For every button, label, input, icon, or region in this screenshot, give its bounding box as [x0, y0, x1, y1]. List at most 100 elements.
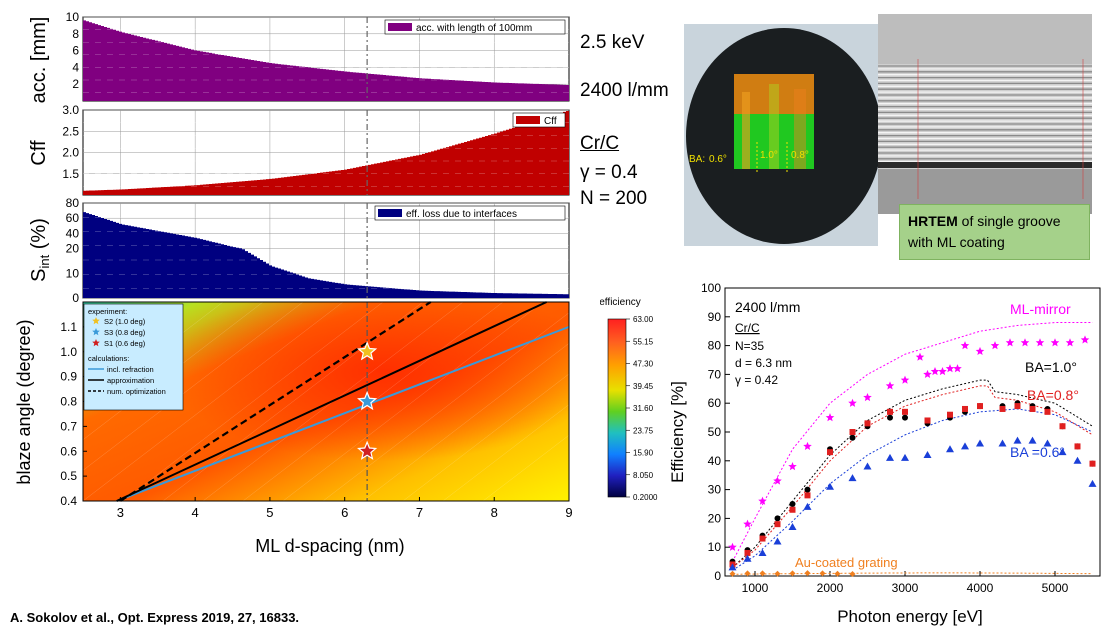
legend-box	[384, 19, 566, 35]
legend-label: acc. with length of 100mm	[416, 23, 532, 34]
ba-value-1: 0.6°	[709, 154, 727, 165]
ytick-label: 2.0	[62, 146, 79, 160]
data-point-circle	[789, 501, 796, 507]
acc-area	[83, 20, 569, 101]
data-point-star	[900, 375, 910, 384]
calc-line	[116, 301, 547, 502]
eff-info-material: Cr/C	[735, 321, 760, 335]
data-point-square	[1029, 405, 1036, 412]
data-point-triangle	[826, 482, 834, 490]
colorbar-tick-label: 47.30	[633, 360, 654, 369]
contour-line	[122, 301, 384, 502]
eff-info-n: N=35	[735, 339, 764, 353]
sint-ylabel: Sint (%)	[28, 218, 52, 282]
colorbar-tick-label: 39.45	[633, 382, 654, 391]
data-point-triangle	[848, 474, 857, 482]
citation: A. Sokolov et al., Opt. Express 2019, 27…	[10, 610, 300, 625]
data-point-star	[758, 496, 767, 505]
eff-ytick-label: 80	[708, 339, 722, 353]
data-point-star	[863, 392, 872, 402]
data-point-triangle	[803, 502, 812, 510]
data-point-circle	[774, 515, 781, 522]
colorbar: efficiency 63.00 55.15 47.30 39.45 31.60 23.7…	[600, 297, 658, 502]
legend-star	[92, 328, 100, 336]
grating-photo: BA: 0.6° 1.0° 0.8°	[684, 24, 878, 246]
blaze-xtick-label: 4	[192, 505, 199, 520]
experiment-star	[357, 440, 378, 460]
data-point-square	[902, 408, 908, 415]
legend-calc-item: approximation	[107, 376, 154, 385]
data-point-star	[743, 519, 752, 528]
data-point-triangle	[976, 439, 984, 447]
data-point-star	[825, 413, 835, 422]
eff-xtick-label: 2000	[817, 581, 844, 595]
blaze-ytick-label: 1.0	[60, 345, 77, 359]
data-point-triangle	[743, 554, 752, 562]
data-point-star	[945, 364, 955, 373]
contour-line	[162, 301, 424, 502]
blaze-chart: 0.4 0.5 0.6 0.7 0.8 0.9 1.0 1.1 3 4 5 6 7 8 9	[0, 301, 585, 520]
blaze-ytick-label: 0.5	[60, 469, 77, 483]
data-point-square	[744, 549, 751, 556]
ba-label: BA:	[689, 154, 705, 165]
acc-ylabel: acc. [mm]	[28, 17, 50, 104]
data-point-triangle	[773, 537, 782, 545]
ytick-label: 3.0	[62, 103, 79, 117]
contour-line	[322, 301, 584, 502]
ytick-label: 1.5	[62, 167, 79, 181]
contour-line	[282, 301, 544, 502]
label-au: Au-coated grating	[795, 555, 898, 570]
contour-line	[482, 422, 585, 502]
data-point-square	[1074, 443, 1081, 450]
data-point-triangle	[961, 442, 969, 450]
param-energy: 2.5 keV	[580, 32, 645, 53]
contour-line	[402, 361, 585, 502]
efficiency-chart: 0 10 20 30 40 50 60 70 80 90 100 1000 2000 3000 4000 50…	[701, 281, 1097, 595]
param-material: Cr/C	[580, 133, 620, 154]
blaze-ytick-label: 1.1	[60, 320, 77, 334]
blaze-ytick-label: 0.8	[60, 395, 77, 409]
data-point-triangle	[998, 439, 1007, 447]
hrtem-caption-bold: HRTEM	[908, 213, 958, 229]
data-point-diamond	[729, 570, 736, 577]
data-point-circle	[887, 414, 893, 421]
legend-label: eff. loss due to interfaces	[406, 209, 517, 220]
eff-ytick-label: 10	[708, 540, 722, 554]
legend-calc-item: incl. refraction	[107, 365, 154, 374]
ytick-label: 4	[72, 60, 79, 74]
ytick-label: 2.5	[62, 124, 79, 138]
blaze-xtick-label: 3	[117, 505, 124, 520]
data-point-square	[962, 405, 968, 412]
data-point-triangle	[1088, 479, 1097, 487]
data-point-square	[947, 411, 953, 418]
colorbar-tick-label: 23.75	[633, 426, 654, 435]
data-point-triangle	[923, 451, 932, 459]
blaze-xtick-label: 9	[565, 505, 572, 520]
acc-chart: 2 4 6 8 10 acc. with length of 100mm	[66, 10, 569, 101]
data-point-star	[938, 367, 947, 376]
eff-info-gamma: γ = 0.42	[735, 373, 778, 387]
data-point-square	[1014, 403, 1021, 410]
colorbar-tick-label: 31.60	[633, 404, 654, 413]
eff-ytick-label: 100	[701, 281, 721, 295]
data-point-diamond	[759, 570, 766, 577]
blaze-ylabel: blaze angle (degree)	[14, 319, 34, 484]
eff-ylabel: Efficiency [%]	[668, 381, 687, 483]
data-point-circle	[902, 414, 908, 421]
blaze-ytick-label: 0.4	[60, 494, 77, 508]
data-point-square	[999, 405, 1006, 412]
data-point-star	[1065, 338, 1075, 347]
param-grating: 2400 l/mm	[580, 80, 669, 101]
legend-star	[92, 339, 100, 347]
legend-experiment-item: S3 (0.8 deg)	[104, 328, 146, 337]
hrtem-caption-rest: of single groove with ML coating	[908, 213, 1061, 250]
colorbar-tick-label: 15.90	[633, 449, 654, 458]
blaze-xlabel: ML d-spacing (nm)	[255, 536, 404, 556]
data-point-triangle	[1028, 436, 1037, 444]
contour-line	[362, 330, 585, 502]
data-point-triangle	[886, 453, 894, 461]
data-point-diamond	[744, 570, 751, 577]
experiment-star	[357, 390, 378, 411]
data-point-triangle	[1058, 448, 1067, 456]
blaze-ytick-label: 0.6	[60, 444, 77, 458]
